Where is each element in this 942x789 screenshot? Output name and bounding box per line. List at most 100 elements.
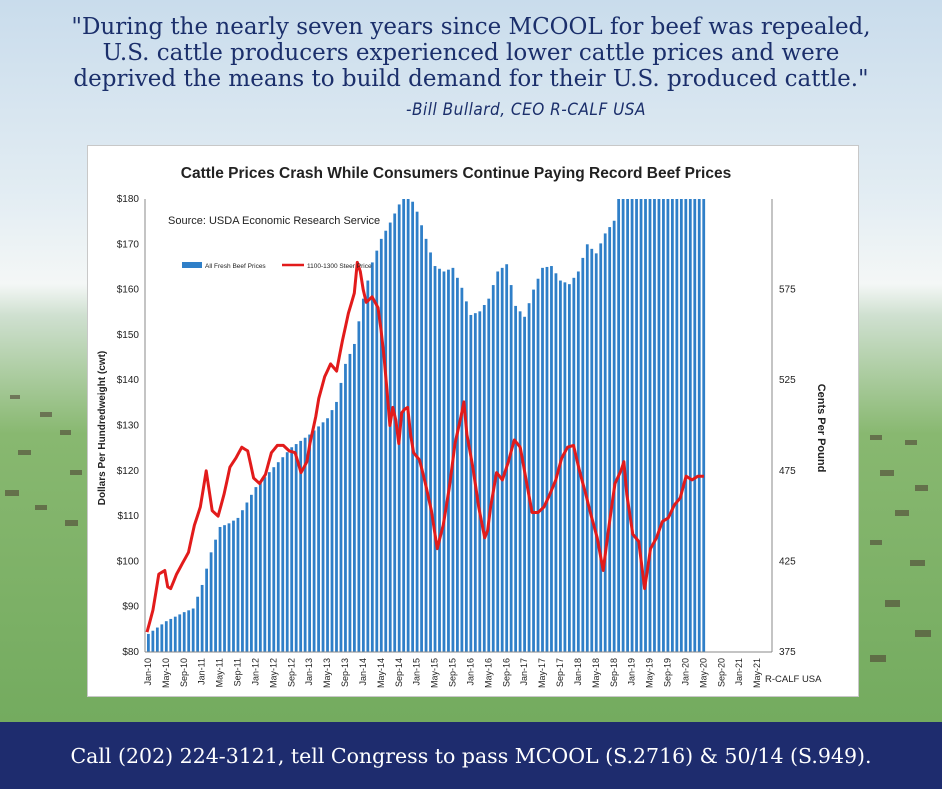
bar-mark [326,418,329,652]
bar-mark [178,614,182,652]
bar-mark [514,305,518,652]
cattle-herd-right [870,435,931,662]
right-axis-ticks: 375 425 475 525 575 [779,285,796,658]
y2-tick-label: 525 [779,375,796,386]
bar-mark [196,596,200,652]
x-tick-label: May-10 [161,658,171,688]
bar-mark [312,430,316,652]
quote-line-3: deprived the means to build demand for t… [73,66,869,92]
quote-block: "During the nearly seven years since MCO… [0,14,942,92]
bar-mark [702,199,706,652]
bar-mark [420,225,423,652]
legend: All Fresh Beef Prices 1100-1300 Steer Pr… [182,262,372,270]
bar-mark [617,199,621,652]
bar-mark [599,243,603,652]
cattle-herd-left [5,395,82,526]
x-tick-label: Jan-15 [412,658,422,686]
bar-mark [393,213,397,652]
x-tick-label: May-19 [645,658,655,688]
x-tick-label: Sep-19 [663,658,673,687]
bar-mark [344,363,347,652]
bar-mark [388,222,392,652]
bar-mark [366,280,370,652]
bar-mark [214,539,217,652]
y-tick-label: $150 [117,330,140,341]
bar-mark [241,510,244,652]
chart-credit: R-CALF USA [765,674,822,685]
bar-mark [666,199,670,652]
bar-mark [330,410,334,652]
x-tick-label: Jan-11 [197,658,207,685]
bar-mark [670,199,674,652]
bar-mark [456,277,459,652]
bar-mark [572,277,576,652]
x-tick-label: Sep-11 [233,658,243,686]
bar-mark [361,298,365,652]
bar-mark [285,452,289,652]
bar-mark [200,584,204,652]
bar-mark [187,610,191,652]
bar-mark [612,220,616,652]
bar-mark [232,520,235,652]
bar-mark [554,273,558,652]
y-tick-label: $100 [117,556,140,567]
bar-mark [594,253,598,653]
bar-mark [250,494,253,652]
x-tick-label: May-13 [322,658,332,688]
x-tick-label: Sep-13 [340,658,350,687]
y-tick-label: $90 [122,602,139,613]
bar-mark [160,624,164,652]
x-tick-label: May-21 [752,658,762,688]
bar-mark [567,284,571,652]
x-tick-label: Jan-16 [466,658,476,686]
x-tick-label: Sep-18 [609,658,619,687]
bar-mark [321,422,325,652]
bar-mark [151,630,155,652]
bar-mark [500,267,504,652]
x-tick-label: May-16 [483,658,493,688]
bar-mark [429,252,432,652]
x-axis-ticks: Jan-10 May-10 Sep-10 Jan-11 May-11 Sep-11 Jan-… [143,658,762,688]
legend-bar-swatch [182,262,202,268]
bar-mark [491,285,495,652]
bar-mark [505,264,509,652]
bar-mark [523,316,526,652]
x-tick-label: Sep-20 [716,658,726,687]
bar-mark [518,311,522,652]
bar-mark [644,199,647,652]
price-chart: Cattle Prices Crash While Consumers Cont… [97,165,827,688]
bar-mark [303,437,307,652]
x-tick-label: Sep-15 [448,658,458,687]
x-tick-label: Jan-19 [627,658,637,686]
y-tick-label: $120 [117,466,140,477]
x-tick-label: Sep-14 [394,658,404,687]
bar-mark [679,199,683,652]
y2-tick-label: 425 [779,556,796,567]
y-tick-label: $140 [117,375,140,386]
x-tick-label: Sep-16 [501,658,511,687]
x-tick-label: Jan-17 [519,658,529,686]
x-tick-label: Sep-10 [179,658,189,687]
x-tick-label: May-18 [591,658,601,688]
bar-mark [254,487,258,652]
legend-line-label: 1100-1300 Steer Price [307,263,372,270]
x-tick-label: Jan-14 [358,658,368,686]
bar-mark [299,440,303,652]
bar-mark [384,230,388,652]
y2-axis-label: Cents Per Pound [815,384,827,473]
bar-mark [653,199,656,652]
y2-tick-label: 575 [779,285,796,296]
x-tick-label: Jan-10 [143,658,153,686]
call-to-action-text: Call (202) 224-3121, tell Congress to pa… [70,743,872,768]
bar-mark [335,401,338,652]
bar-mark [169,618,173,652]
x-tick-label: May-15 [430,658,440,688]
x-tick-label: Sep-17 [555,658,565,687]
bar-mark [317,426,320,652]
bar-mark [415,211,419,652]
bar-mark [290,447,294,652]
bar-mark [442,271,446,652]
quote-attribution: -Bill Bullard, CEO R-CALF USA [406,100,646,120]
bar-mark [438,268,441,652]
bar-mark [684,199,688,652]
